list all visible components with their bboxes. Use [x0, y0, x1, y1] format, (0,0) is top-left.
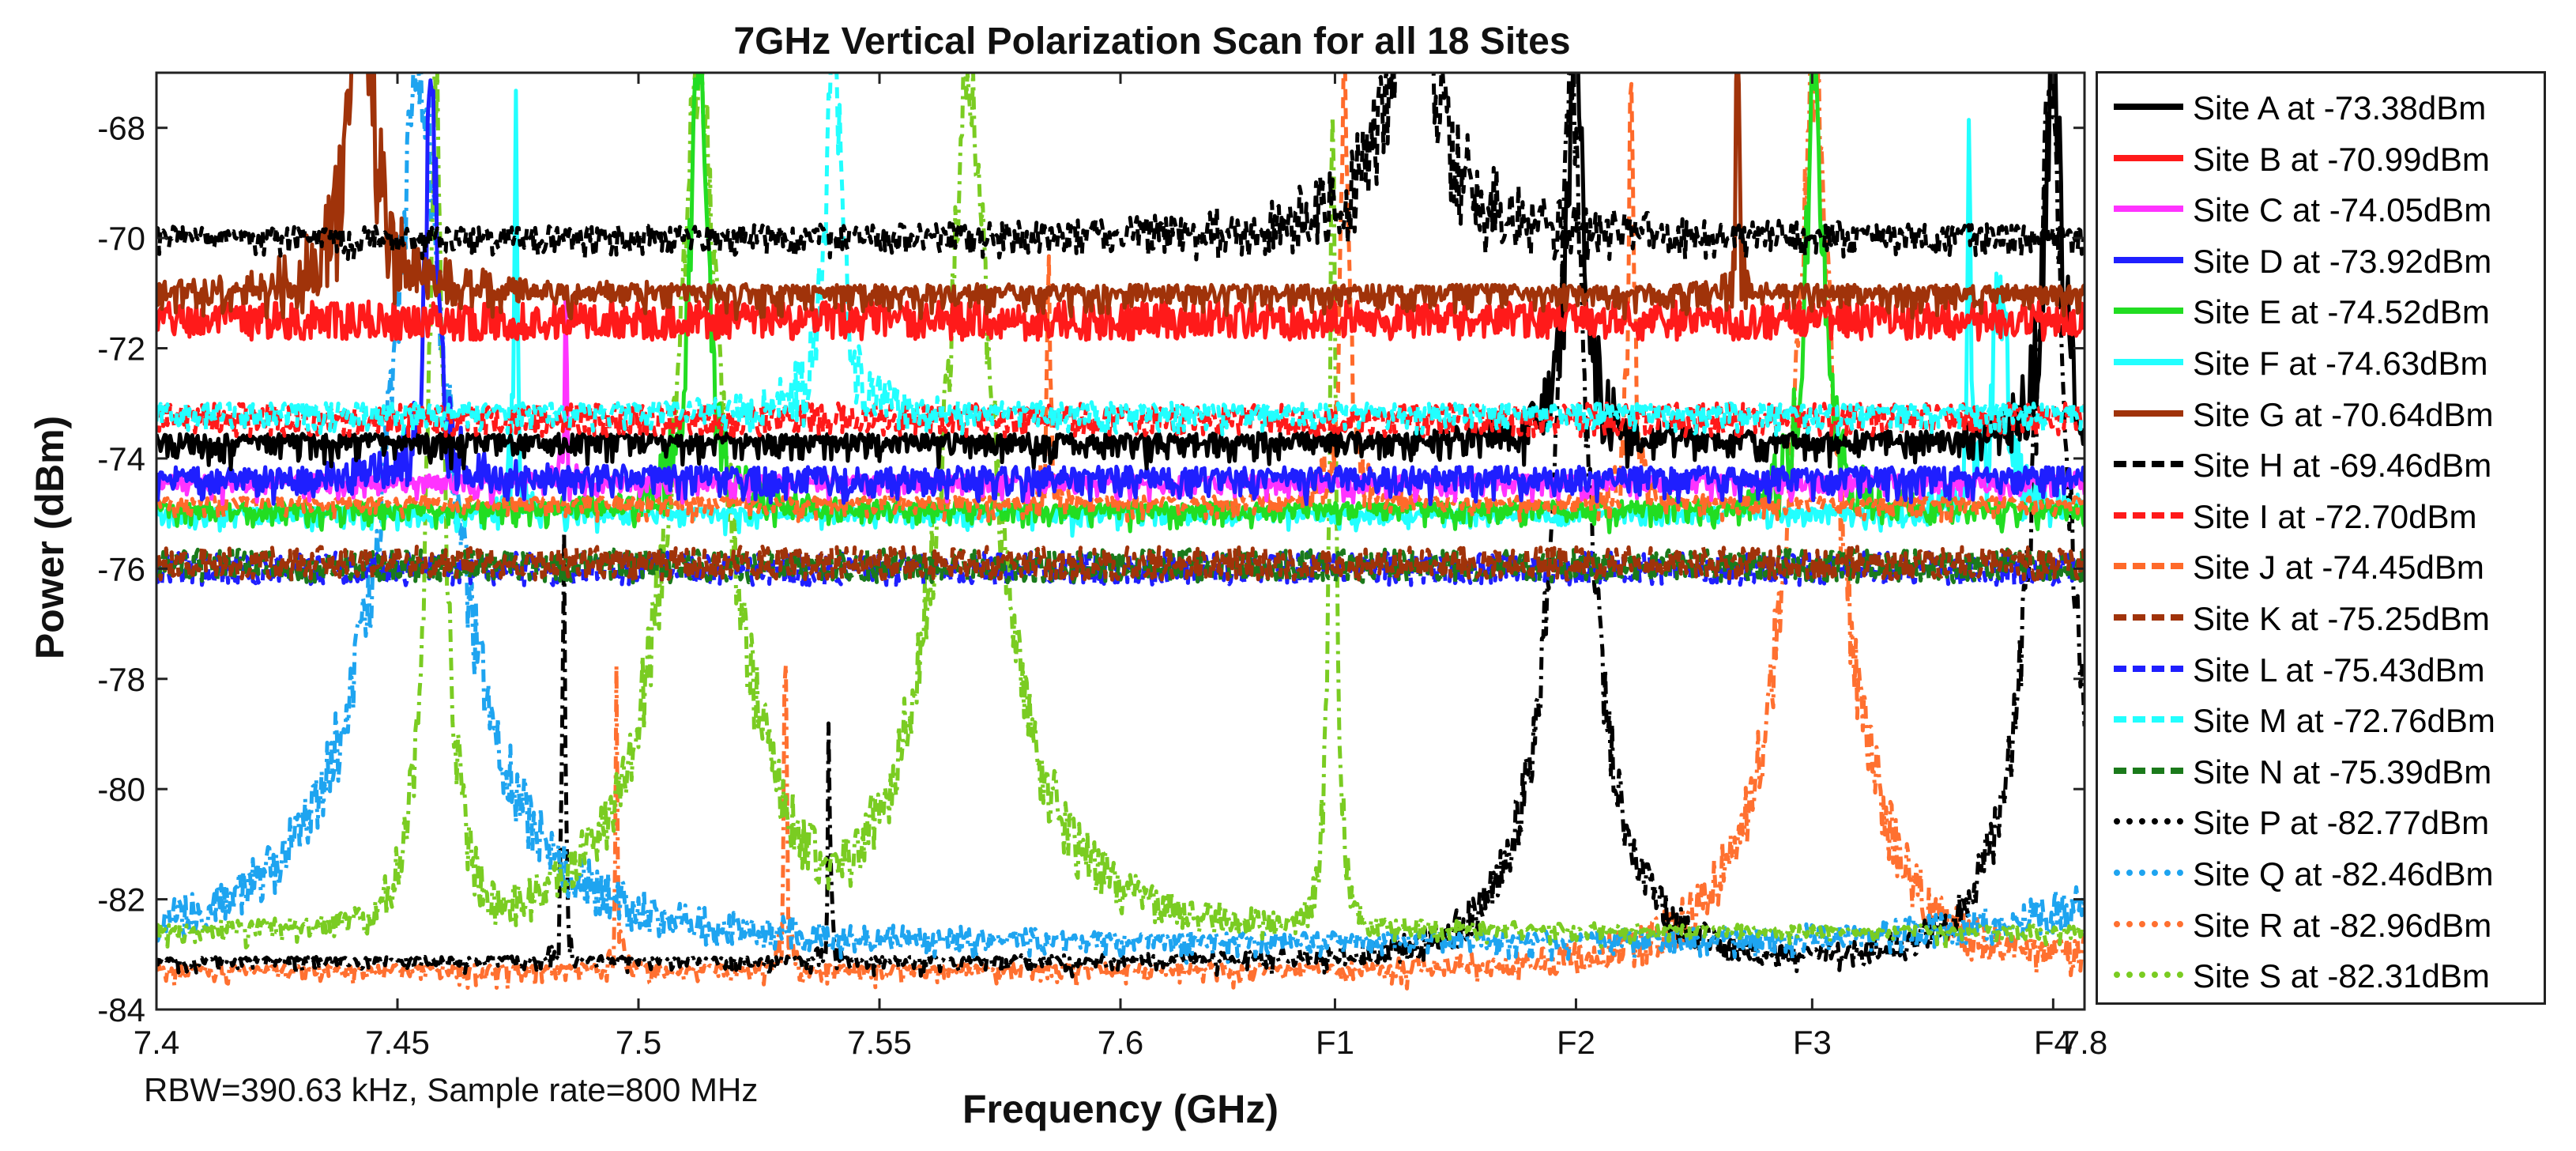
series-line-site-p [156, 73, 2085, 979]
series-line-site-h [156, 73, 2085, 262]
series-line-site-s [156, 73, 2085, 953]
x-tick-label: 7.45 [365, 1024, 430, 1061]
legend-label: Site S at -82.31dBm [2193, 957, 2490, 995]
legend-label: Site C at -74.05dBm [2193, 191, 2492, 229]
legend-swatch [2114, 563, 2183, 570]
y-tick-label: -82 [97, 881, 145, 919]
y-axis-ticks: -84 -82 -80 -78 -76 -74 -72 -70 -68 [97, 110, 2085, 1028]
legend-label: Site F at -74.63dBm [2193, 345, 2488, 382]
x-axis-label: Frequency (GHz) [962, 1087, 1279, 1131]
legend-item: Site J at -74.45dBm [2098, 542, 2548, 590]
legend-item: Site N at -75.39dBm [2098, 747, 2548, 794]
legend-label: Site B at -70.99dBm [2193, 140, 2490, 178]
series-line-site-d [156, 78, 2085, 507]
legend-swatch [2114, 716, 2183, 723]
series-line-site-b [156, 299, 2085, 342]
legend-label: Site K at -75.25dBm [2193, 600, 2490, 637]
x-tick-label: 7.4 [134, 1024, 179, 1061]
footnote: RBW=390.63 kHz, Sample rate=800 MHz [144, 1071, 759, 1108]
legend-label: Site I at -72.70dBm [2193, 497, 2477, 535]
series-layer [156, 73, 2085, 991]
legend-swatch [2114, 104, 2183, 110]
y-tick-label: -80 [97, 771, 145, 808]
x-tick-label: 7.55 [847, 1024, 912, 1061]
legend-item: Site Q at -82.46dBm [2098, 849, 2548, 896]
legend-item: Site S at -82.31dBm [2098, 951, 2548, 998]
x-tick-label: F1 [1316, 1024, 1354, 1061]
legend-swatch [2114, 972, 2183, 979]
x-tick-label: F3 [1793, 1024, 1832, 1061]
legend-label: Site R at -82.96dBm [2193, 906, 2492, 944]
legend-item: Site D at -73.92dBm [2098, 236, 2548, 284]
legend-swatch [2114, 870, 2183, 876]
legend-swatch [2114, 511, 2183, 519]
legend-item: Site L at -75.43dBm [2098, 645, 2548, 692]
legend-swatch [2114, 767, 2183, 774]
legend-swatch [2114, 256, 2183, 263]
y-tick-label: -84 [97, 991, 145, 1028]
series-line-site-j [156, 73, 2085, 526]
legend-label: Site A at -73.38dBm [2193, 89, 2487, 126]
legend-item: Site R at -82.96dBm [2098, 900, 2548, 948]
legend-item: Site K at -75.25dBm [2098, 594, 2548, 641]
legend-item: Site C at -74.05dBm [2098, 185, 2548, 232]
legend-label: Site L at -75.43dBm [2193, 651, 2485, 689]
x-tick-label: 7.8 [2062, 1024, 2107, 1061]
legend-item: Site H at -69.46dBm [2098, 440, 2548, 488]
y-axis-label: Power (dBm) [28, 416, 72, 659]
legend: Site A at -73.38dBm Site B at -70.99dBm Si… [2096, 71, 2546, 1005]
legend-item: Site A at -73.38dBm [2098, 83, 2548, 130]
plot-frame [155, 71, 2086, 1011]
legend-swatch [2114, 920, 2183, 927]
legend-swatch [2114, 614, 2183, 621]
x-tick-label: F2 [1557, 1024, 1595, 1061]
legend-label: Site D at -73.92dBm [2193, 242, 2492, 280]
legend-label: Site E at -74.52dBm [2193, 293, 2490, 331]
legend-swatch [2114, 154, 2183, 161]
legend-label: Site H at -69.46dBm [2193, 447, 2492, 485]
x-tick-label: 7.6 [1098, 1024, 1143, 1061]
legend-label: Site Q at -82.46dBm [2193, 855, 2494, 892]
legend-item: Site M at -72.76dBm [2098, 696, 2548, 743]
legend-swatch [2114, 461, 2183, 468]
legend-label: Site P at -82.77dBm [2193, 804, 2490, 842]
legend-item: Site B at -70.99dBm [2098, 134, 2548, 182]
y-tick-label: -70 [97, 220, 145, 257]
series-line-site-m [156, 73, 2085, 438]
legend-swatch [2114, 409, 2183, 417]
y-tick-label: -76 [97, 550, 145, 587]
legend-label: Site J at -74.45dBm [2193, 549, 2484, 587]
chart-title: 7GHz Vertical Polarization Scan for all … [733, 21, 1570, 62]
y-tick-label: -72 [97, 330, 145, 368]
legend-item: Site P at -82.77dBm [2098, 798, 2548, 845]
series-line-site-g [156, 73, 2085, 322]
x-tick-label: F4 [2034, 1024, 2073, 1061]
legend-swatch [2114, 665, 2183, 672]
y-tick-label: -74 [97, 440, 145, 477]
legend-item: Site F at -74.63dBm [2098, 338, 2548, 386]
x-axis-ticks: 7.47.457.57.557.6F1F2F3F4F57.8 [134, 73, 2107, 1061]
legend-item: Site E at -74.52dBm [2098, 287, 2548, 334]
y-tick-label: -68 [97, 110, 145, 147]
legend-swatch [2114, 308, 2183, 315]
legend-item: Site G at -70.64dBm [2098, 390, 2548, 437]
legend-item: Site I at -72.70dBm [2098, 492, 2548, 539]
legend-label: Site M at -72.76dBm [2193, 702, 2495, 740]
legend-swatch [2114, 206, 2183, 213]
legend-label: Site G at -70.64dBm [2193, 395, 2494, 433]
legend-label: Site N at -75.39dBm [2193, 753, 2492, 791]
legend-swatch [2114, 359, 2183, 365]
series-line-site-n [156, 547, 2085, 585]
legend-swatch [2114, 818, 2183, 825]
series-line-site-k [156, 545, 2085, 582]
y-tick-label: -78 [97, 661, 145, 698]
x-tick-label: 7.5 [616, 1024, 661, 1061]
